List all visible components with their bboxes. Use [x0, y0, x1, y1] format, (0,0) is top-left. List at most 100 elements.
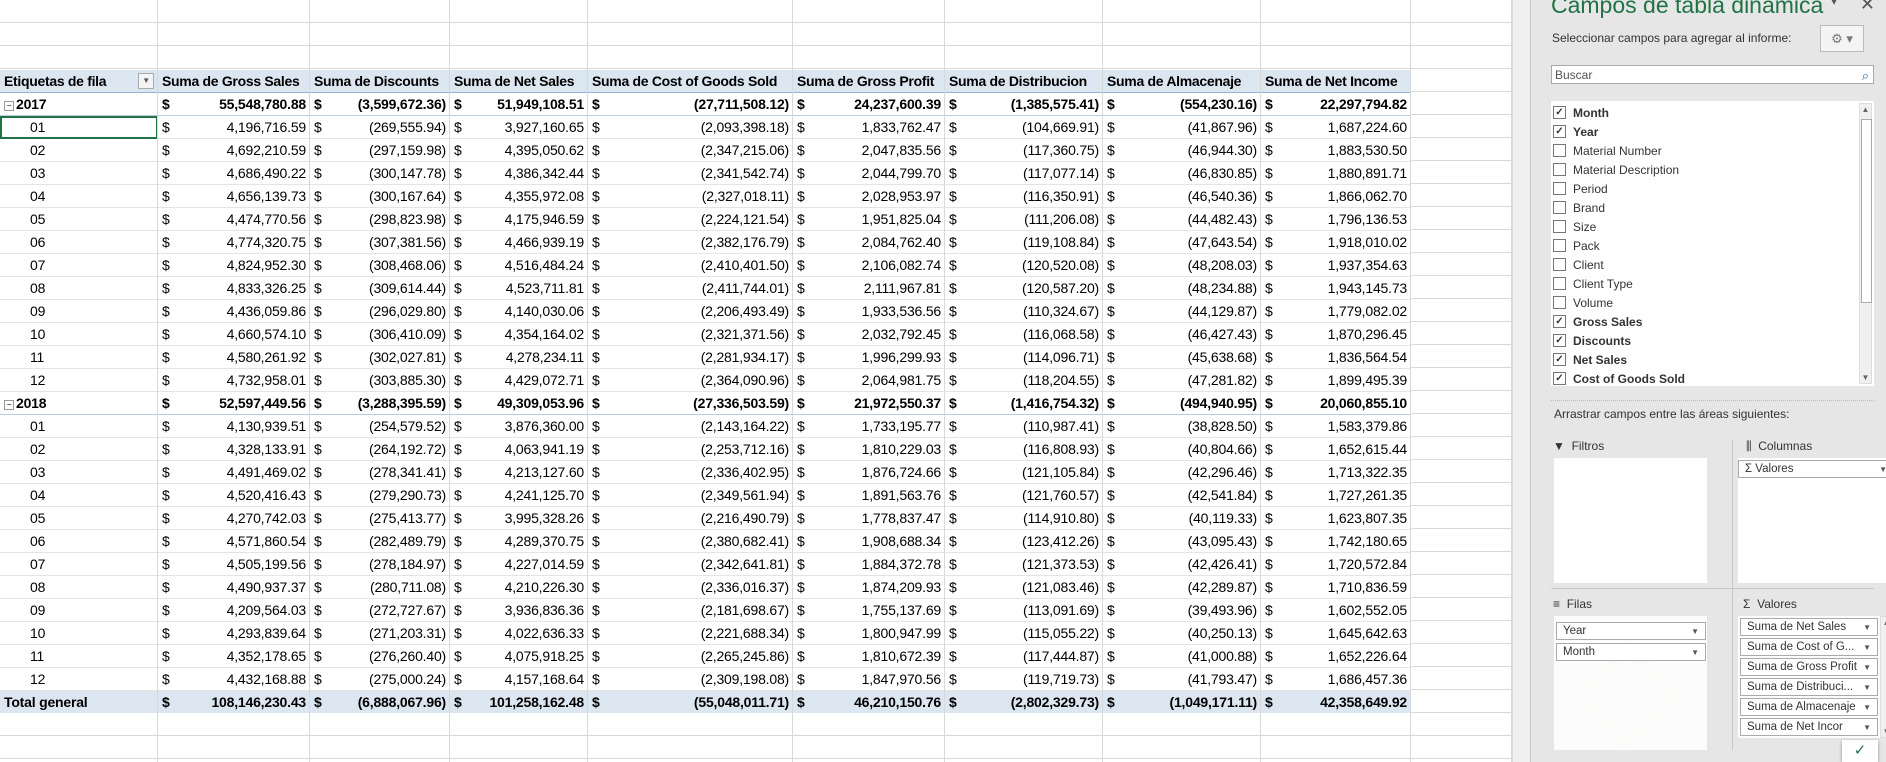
value-cell[interactable]: $ (2,336,016.37): [588, 575, 793, 599]
value-cell[interactable]: $1,727,261.35: [1261, 483, 1411, 507]
value-cell[interactable]: $4,436,059.86: [158, 299, 310, 323]
row-label-cell[interactable]: 01: [0, 115, 158, 139]
value-cell[interactable]: $1,899,495.39: [1261, 368, 1411, 392]
value-cell[interactable]: $ (117,444.87): [945, 644, 1103, 668]
search-icon[interactable]: ⌕: [1861, 68, 1869, 83]
row-label-cell[interactable]: 07: [0, 253, 158, 277]
field-item[interactable]: Size: [1553, 217, 1596, 236]
value-cell[interactable]: $ (302,027.81): [310, 345, 450, 369]
chevron-down-icon[interactable]: ▼: [1863, 663, 1871, 672]
value-cell[interactable]: $ (42,289.87): [1103, 575, 1261, 599]
row-label-cell[interactable]: 07: [0, 552, 158, 576]
value-cell[interactable]: $ (46,540.36): [1103, 184, 1261, 208]
value-cell[interactable]: $ (45,638.68): [1103, 345, 1261, 369]
value-cell[interactable]: $ (110,987.41): [945, 414, 1103, 438]
checkbox[interactable]: ✓: [1553, 315, 1566, 328]
scroll-up-icon[interactable]: ▲: [1881, 618, 1886, 627]
chevron-down-icon[interactable]: ▼: [1863, 703, 1871, 712]
field-item[interactable]: ✓ Cost of Goods Sold: [1553, 369, 1685, 388]
value-cell[interactable]: $4,571,860.54: [158, 529, 310, 553]
value-cell[interactable]: $4,474,770.56: [158, 207, 310, 231]
value-cell[interactable]: $42,358,649.92: [1261, 690, 1411, 714]
value-cell[interactable]: $4,075,918.25: [450, 644, 588, 668]
checkbox[interactable]: [1553, 201, 1566, 214]
value-cell[interactable]: $1,652,615.44: [1261, 437, 1411, 461]
value-cell[interactable]: $ (44,482.43): [1103, 207, 1261, 231]
value-cell[interactable]: $4,395,050.62: [450, 138, 588, 162]
value-cell[interactable]: $1,710,836.59: [1261, 575, 1411, 599]
value-cell[interactable]: $ (46,830.85): [1103, 161, 1261, 185]
chevron-down-icon[interactable]: ▼: [1691, 627, 1699, 636]
value-cell[interactable]: $1,713,322.35: [1261, 460, 1411, 484]
chevron-down-icon[interactable]: ▼: [1863, 723, 1871, 732]
value-cell[interactable]: $4,196,716.59: [158, 115, 310, 139]
field-search-input[interactable]: Buscar ⌕: [1551, 65, 1874, 84]
value-cell[interactable]: $1,874,209.93: [793, 575, 945, 599]
value-cell[interactable]: $4,175,946.59: [450, 207, 588, 231]
row-label-cell[interactable]: 09: [0, 598, 158, 622]
columns-chip-values[interactable]: Σ Valores ▼: [1738, 460, 1886, 478]
scroll-thumb[interactable]: [1861, 119, 1872, 303]
row-label-cell[interactable]: −2018: [0, 391, 158, 415]
value-cell[interactable]: $ (2,382,176.79): [588, 230, 793, 254]
value-cell[interactable]: $ (47,281.82): [1103, 368, 1261, 392]
row-label-cell[interactable]: 11: [0, 345, 158, 369]
value-cell[interactable]: $1,876,724.66: [793, 460, 945, 484]
rows-chip-month[interactable]: Month ▼: [1556, 643, 1706, 661]
value-cell[interactable]: $ (275,413.77): [310, 506, 450, 530]
value-cell[interactable]: $ (55,048,011.71): [588, 690, 793, 714]
value-cell[interactable]: $ (116,068.58): [945, 322, 1103, 346]
value-cell[interactable]: $21,972,550.37: [793, 391, 945, 415]
value-cell[interactable]: $1,943,145.73: [1261, 276, 1411, 300]
value-cell[interactable]: $ (46,427.43): [1103, 322, 1261, 346]
value-cell[interactable]: $ (119,108.84): [945, 230, 1103, 254]
sheet-vertical-scrollbar[interactable]: [1512, 0, 1530, 762]
value-cell[interactable]: $ (123,412.26): [945, 529, 1103, 553]
value-cell[interactable]: $ (116,808.93): [945, 437, 1103, 461]
checkbox[interactable]: [1553, 144, 1566, 157]
value-cell[interactable]: $ (300,167.64): [310, 184, 450, 208]
value-cell[interactable]: $24,237,600.39: [793, 92, 945, 116]
scroll-down-icon[interactable]: ▼: [1881, 727, 1886, 736]
value-cell[interactable]: $1,918,010.02: [1261, 230, 1411, 254]
value-cell[interactable]: $1,951,825.04: [793, 207, 945, 231]
value-cell[interactable]: $ (296,029.80): [310, 299, 450, 323]
value-cell[interactable]: $ (309,614.44): [310, 276, 450, 300]
value-cell[interactable]: $3,995,328.26: [450, 506, 588, 530]
value-cell[interactable]: $51,949,108.51: [450, 92, 588, 116]
value-cell[interactable]: $ (104,669.91): [945, 115, 1103, 139]
value-cell[interactable]: $ (113,091.69): [945, 598, 1103, 622]
value-cell[interactable]: $4,157,168.64: [450, 667, 588, 691]
gear-icon[interactable]: ⚙ ▾: [1820, 25, 1864, 52]
value-cell[interactable]: $ (297,159.98): [310, 138, 450, 162]
chevron-down-icon[interactable]: ▼: [1863, 683, 1871, 692]
value-cell[interactable]: $ (41,793.47): [1103, 667, 1261, 691]
value-cell[interactable]: $4,732,958.01: [158, 368, 310, 392]
value-cell[interactable]: $ (2,380,682.41): [588, 529, 793, 553]
value-cell[interactable]: $101,258,162.48: [450, 690, 588, 714]
checkbox[interactable]: ✓: [1553, 106, 1566, 119]
value-cell[interactable]: $ (47,643.54): [1103, 230, 1261, 254]
filters-area[interactable]: [1554, 458, 1707, 583]
value-cell[interactable]: $ (27,336,503.59): [588, 391, 793, 415]
value-cell[interactable]: $4,523,711.81: [450, 276, 588, 300]
value-cell[interactable]: $ (554,230.16): [1103, 92, 1261, 116]
row-label-cell[interactable]: 10: [0, 322, 158, 346]
value-cell[interactable]: $ (120,520.08): [945, 253, 1103, 277]
value-cell[interactable]: $ (38,828.50): [1103, 414, 1261, 438]
value-cell[interactable]: $49,309,053.96: [450, 391, 588, 415]
columns-area[interactable]: Σ Valores ▼: [1738, 458, 1886, 583]
value-cell[interactable]: $ (276,260.40): [310, 644, 450, 668]
value-cell[interactable]: $ (120,587.20): [945, 276, 1103, 300]
value-cell[interactable]: $1,847,970.56: [793, 667, 945, 691]
field-item[interactable]: Volume: [1553, 293, 1613, 312]
value-cell[interactable]: $ (117,077.14): [945, 161, 1103, 185]
value-cell[interactable]: $4,352,178.65: [158, 644, 310, 668]
value-cell[interactable]: $2,084,762.40: [793, 230, 945, 254]
values-chip[interactable]: Suma de Cost of G... ▼: [1740, 638, 1878, 656]
value-cell[interactable]: $4,491,469.02: [158, 460, 310, 484]
row-label-cell[interactable]: Total general: [0, 690, 158, 714]
row-label-cell[interactable]: 06: [0, 529, 158, 553]
field-item[interactable]: ✓ Net Sales: [1553, 350, 1627, 369]
value-cell[interactable]: $ (2,143,164.22): [588, 414, 793, 438]
